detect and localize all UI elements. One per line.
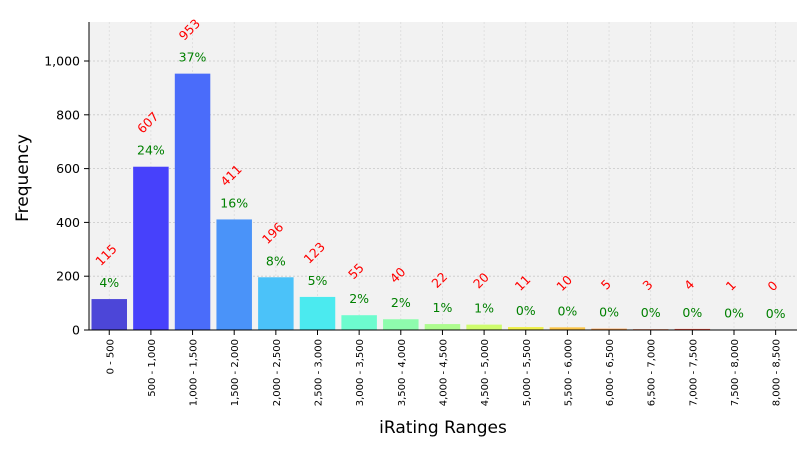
x-tick-label: 1,000 - 1,500 — [189, 339, 200, 406]
x-tick-label: 8,000 - 8,500 — [772, 339, 783, 406]
percent-label: 0% — [766, 306, 786, 321]
bar — [508, 327, 544, 330]
percent-label: 0% — [641, 305, 661, 320]
y-tick-label: 400 — [56, 215, 80, 230]
x-tick-label: 4,000 - 4,500 — [438, 339, 449, 406]
bar — [424, 324, 461, 330]
percent-label: 0% — [557, 303, 577, 318]
x-tick-label: 2,000 - 2,500 — [272, 339, 283, 406]
bar — [466, 324, 502, 330]
percent-label: 0% — [724, 306, 744, 321]
x-tick-label: 0 - 500 — [105, 339, 116, 374]
percent-label: 24% — [137, 143, 165, 158]
bars — [91, 73, 752, 331]
x-tick-label: 5,500 - 6,000 — [563, 339, 574, 406]
x-tick-label: 7,500 - 8,000 — [730, 339, 741, 406]
y-ticks: 0 200 400 600 800 1,000 — [44, 54, 89, 338]
percent-label: 0% — [599, 305, 619, 320]
bar — [383, 319, 419, 330]
bar — [91, 299, 127, 330]
percent-label: 2% — [391, 295, 411, 310]
y-tick-label: 800 — [56, 107, 80, 122]
x-tick-label: 3,500 - 4,000 — [397, 339, 408, 406]
bar — [549, 327, 586, 330]
bar — [216, 219, 252, 330]
x-tick-label: 500 - 1,000 — [147, 339, 158, 397]
percent-label: 8% — [266, 253, 286, 268]
x-tick-label: 1,500 - 2,000 — [230, 339, 241, 406]
x-tick-label: 5,000 - 5,500 — [522, 339, 533, 406]
x-tick-label: 3,000 - 3,500 — [355, 339, 366, 406]
y-tick-label: 1,000 — [44, 54, 80, 69]
x-tick-label: 6,500 - 7,000 — [647, 339, 658, 406]
percent-labels: 4% 24% 37% 16% 8% 5% 2% 2% 1% 1% 0% 0% 0% 0% 0% 0% 0% — [99, 50, 785, 321]
bar — [133, 166, 169, 330]
percent-label: 4% — [99, 275, 119, 290]
y-tick-label: 200 — [56, 269, 80, 284]
percent-label: 5% — [308, 273, 328, 288]
percent-label: 37% — [179, 50, 207, 65]
percent-label: 1% — [474, 301, 494, 316]
y-tick-label: 600 — [56, 161, 80, 176]
x-tick-label: 2,500 - 3,000 — [314, 339, 325, 406]
x-axis-label: iRating Ranges — [379, 418, 507, 438]
percent-label: 16% — [220, 195, 248, 210]
percent-label: 0% — [682, 305, 702, 320]
bar — [341, 315, 377, 330]
bar — [674, 328, 711, 330]
bar — [174, 73, 211, 331]
x-tick-label: 6,000 - 6,500 — [605, 339, 616, 406]
x-tick-label: 7,000 - 7,500 — [688, 339, 699, 406]
bar — [258, 277, 294, 330]
percent-label: 2% — [349, 291, 369, 306]
y-tick-label: 0 — [72, 323, 80, 338]
y-axis-label: Frequency — [13, 134, 33, 222]
x-ticks: 0 - 500 500 - 1,000 1,000 - 1,500 1,500 - 2… — [105, 330, 783, 406]
bar — [591, 328, 627, 330]
percent-label: 0% — [516, 303, 536, 318]
x-tick-label: 4,500 - 5,000 — [480, 339, 491, 406]
percent-label: 1% — [433, 300, 453, 315]
bar — [299, 296, 336, 330]
